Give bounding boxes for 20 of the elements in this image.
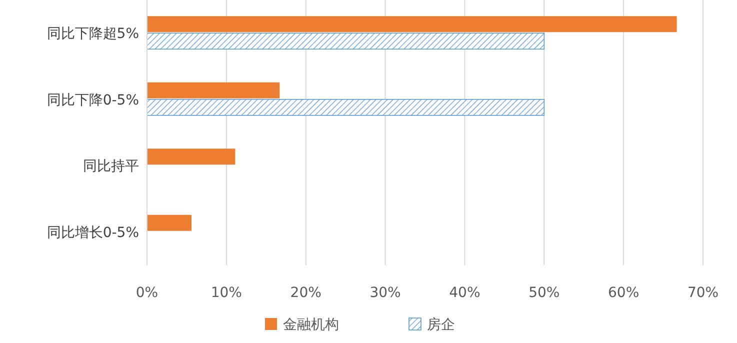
bar — [147, 82, 280, 98]
bar — [147, 214, 192, 231]
x-tick-label: 20% — [290, 285, 322, 301]
legend-label: 金融机构 — [283, 317, 339, 333]
legend-label: 房企 — [427, 317, 455, 333]
y-tick-label: 同比下降0-5% — [46, 92, 139, 108]
x-tick-label: 70% — [687, 285, 719, 301]
x-tick-label: 50% — [528, 285, 560, 301]
bar — [146, 32, 545, 50]
x-tick-label: 60% — [608, 285, 640, 301]
x-tick-label: 40% — [449, 285, 480, 301]
x-tick-label: 30% — [370, 285, 401, 301]
bar — [146, 98, 545, 116]
y-tick-label: 同比持平 — [83, 158, 139, 175]
y-tick-label: 同比下降超5% — [46, 26, 139, 42]
bar — [147, 148, 236, 165]
y-tick-label: 同比增长0-5% — [46, 224, 139, 241]
x-tick-label: 10% — [210, 285, 242, 301]
x-tick-label: 0% — [136, 285, 158, 301]
bar — [147, 16, 677, 32]
